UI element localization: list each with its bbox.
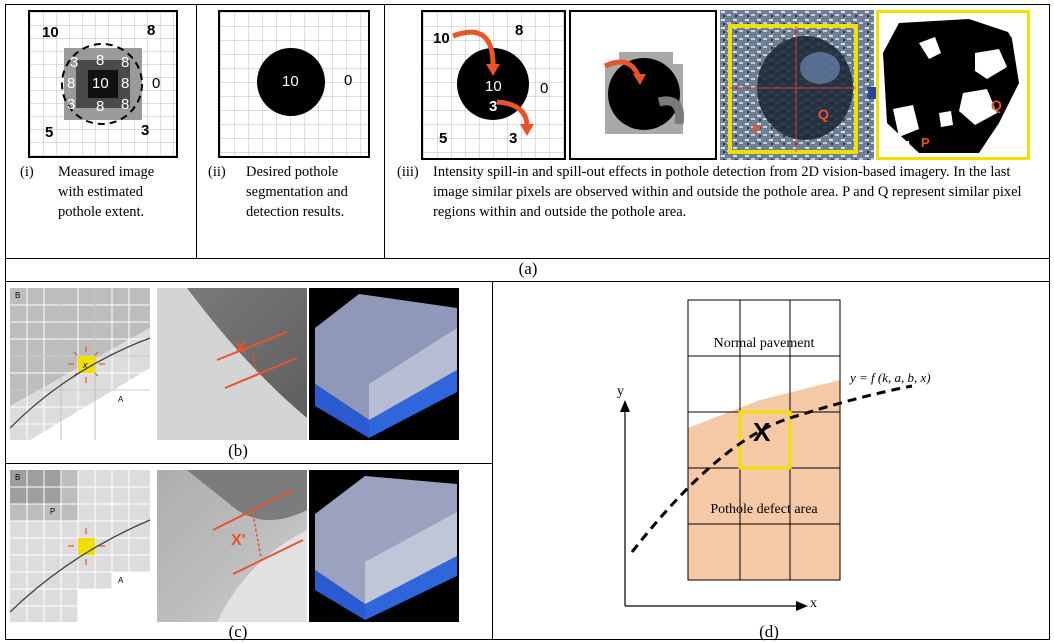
grid-i-center-5: 8	[121, 75, 130, 92]
label-c: (c)	[228, 622, 248, 641]
grid-i-value-tr: 8	[147, 22, 156, 39]
target-cell	[738, 410, 792, 470]
col-divider-bottom	[492, 281, 493, 640]
grid-i-center-8: 8	[121, 96, 130, 113]
grid-measured-image: 10 8 5 3 3 8 8 8 10 8 3 8 8 0	[28, 10, 178, 158]
grid-c-svg	[9, 470, 151, 622]
grid-i-value-tl: 10	[42, 24, 59, 41]
col-divider-ii	[384, 4, 385, 258]
grid-measured-svg	[30, 12, 176, 156]
caption-i-num: (i)	[20, 164, 34, 180]
grid-i-center-3: 8	[67, 75, 76, 92]
grid-spill-svg	[423, 12, 564, 158]
grid-ii-right-value: 0	[344, 72, 353, 89]
surface-3d-b-svg	[315, 294, 457, 438]
binary-label-p: P	[921, 135, 930, 150]
caption-i-text: Measured image with estimated pothole ex…	[58, 164, 155, 220]
grid-i-center-1: 8	[96, 52, 105, 69]
x-axis-arrow-icon	[796, 601, 808, 611]
grid-iii-value-bl: 5	[439, 130, 448, 147]
grid-b-letter-b: B	[15, 291, 21, 300]
binary-segmentation-svg	[879, 13, 1027, 157]
caption-ii-text: Desired pothole segmentation and detecti…	[246, 164, 348, 220]
grid-b: x B A	[9, 288, 151, 440]
grid-i-center-4: 10	[92, 75, 109, 92]
grid-i-value-bl: 5	[45, 124, 54, 141]
grid-spill-effect: 10 8 10 0 3 3 5	[421, 10, 566, 160]
grid-i-center-0: 3	[70, 54, 79, 71]
grid-i-value-br: 3	[141, 122, 150, 139]
grid-b-svg: x	[9, 288, 151, 440]
surface-3d-b	[309, 288, 459, 440]
target-cell-mark: X	[753, 417, 771, 447]
col-divider-i	[196, 4, 197, 258]
grid-i-center-7: 8	[96, 98, 105, 115]
edge-zoom-c-svg	[157, 470, 307, 622]
grid-iii-value-tl: 10	[433, 30, 450, 47]
row-divider-label	[5, 281, 1050, 282]
pothole-area-fill	[688, 380, 840, 580]
surface-3d-c-svg	[315, 476, 457, 620]
grid-i-center-6: 3	[67, 96, 76, 113]
grid-b-mark: x	[82, 360, 88, 370]
label-a: (a)	[518, 259, 538, 278]
caption-iii-num: (iii)	[397, 164, 419, 180]
figure-frame	[5, 4, 1050, 640]
caption-iii-text: Intensity spill-in and spill-out effects…	[433, 164, 1022, 220]
edge-zoom-b: X	[157, 288, 307, 440]
grid-c-letter-b: B	[15, 473, 21, 482]
pavement-photo-svg	[720, 10, 874, 160]
curve-equation: y = f (k, a, b, x)	[850, 370, 931, 385]
binary-segmentation-image: P Q	[876, 10, 1030, 160]
binary-label-q: Q	[991, 97, 1002, 113]
axis-y-label: y	[617, 384, 624, 399]
grid-i-right-value: 0	[152, 75, 161, 92]
grid-iii-inner-value: 3	[489, 98, 498, 115]
edge-zoom-c: X'	[157, 470, 307, 622]
grid-c: B P A	[9, 470, 151, 622]
grid-iii-right-value: 0	[540, 80, 549, 97]
photo-label-q: Q	[818, 106, 829, 122]
row-divider-a	[5, 258, 1050, 259]
grid-desired-svg	[220, 12, 368, 156]
grid-c-letter-p: P	[50, 507, 56, 516]
axis-x-label: x	[810, 596, 817, 611]
edge-c-mark: X'	[231, 532, 246, 549]
row-divider-bc	[5, 463, 492, 464]
label-d: (d)	[759, 622, 779, 641]
surface-3d-c	[309, 470, 459, 622]
grid-desired-result: 10 0	[218, 10, 370, 158]
pothole-model-diagram	[620, 299, 913, 611]
grid-b-letter-a: A	[118, 395, 124, 404]
y-axis-arrow-icon	[620, 400, 630, 412]
grid-c-letter-a: A	[118, 576, 124, 585]
spill-circle-image	[569, 10, 717, 160]
region-normal-label: Normal pavement	[713, 336, 815, 351]
edge-zoom-b-svg	[157, 288, 307, 440]
edge-b-mark: X	[235, 340, 246, 357]
grid-iii-value-tr: 8	[515, 22, 524, 39]
grid-iii-below-value: 3	[509, 130, 518, 147]
spill-circle-svg	[603, 52, 685, 134]
pavement-photo: P Q	[720, 10, 874, 160]
label-b: (b)	[228, 441, 248, 460]
caption-ii-num: (ii)	[208, 164, 226, 180]
region-pothole-label: Pothole defect area	[710, 502, 818, 517]
grid-ii-center-value: 10	[282, 73, 299, 90]
photo-label-p: P	[752, 122, 761, 137]
grid-iii-center-value: 10	[485, 78, 502, 95]
grid-i-center-2: 8	[121, 54, 130, 71]
